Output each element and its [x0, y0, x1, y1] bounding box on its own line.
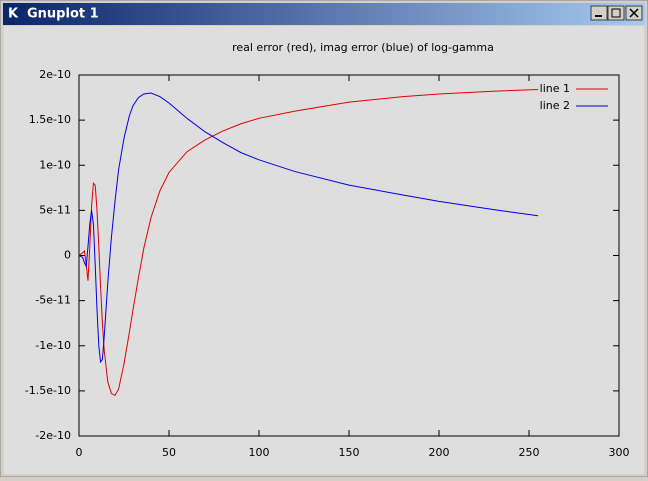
y-tick-label: 0 — [64, 249, 71, 262]
y-tick-label: 5e-11 — [39, 203, 71, 216]
app-icon: K — [8, 7, 19, 22]
x-tick-label: 200 — [429, 446, 450, 459]
title-bar — [3, 3, 645, 25]
y-tick-label: -5e-11 — [35, 294, 71, 307]
legend-label: line 1 — [540, 82, 570, 95]
x-tick-label: 300 — [609, 446, 630, 459]
legend-label: line 2 — [540, 99, 570, 112]
x-tick-label: 250 — [519, 446, 540, 459]
window-buttons — [590, 5, 643, 21]
maximize-button[interactable] — [607, 5, 625, 21]
x-tick-label: 100 — [249, 446, 270, 459]
chart-title: real error (red), imag error (blue) of l… — [232, 41, 494, 54]
y-tick-label: -1e-10 — [35, 339, 71, 352]
data-line — [78, 92, 539, 364]
data-line — [78, 88, 539, 397]
x-tick-label: 150 — [339, 446, 360, 459]
maximize-icon — [611, 8, 621, 18]
y-tick-label: 2e-10 — [39, 68, 71, 81]
y-tick-label: 1.5e-10 — [29, 113, 71, 126]
x-tick-label: 50 — [162, 446, 176, 459]
y-tick-label: -2e-10 — [35, 429, 71, 442]
y-tick-label: -1.5e-10 — [25, 384, 71, 397]
window-title: Gnuplot 1 — [27, 7, 99, 22]
y-tick-label: 1e-10 — [39, 158, 71, 171]
close-icon — [629, 8, 639, 18]
x-tick-label: 0 — [76, 446, 83, 459]
minimize-button[interactable] — [590, 5, 608, 21]
